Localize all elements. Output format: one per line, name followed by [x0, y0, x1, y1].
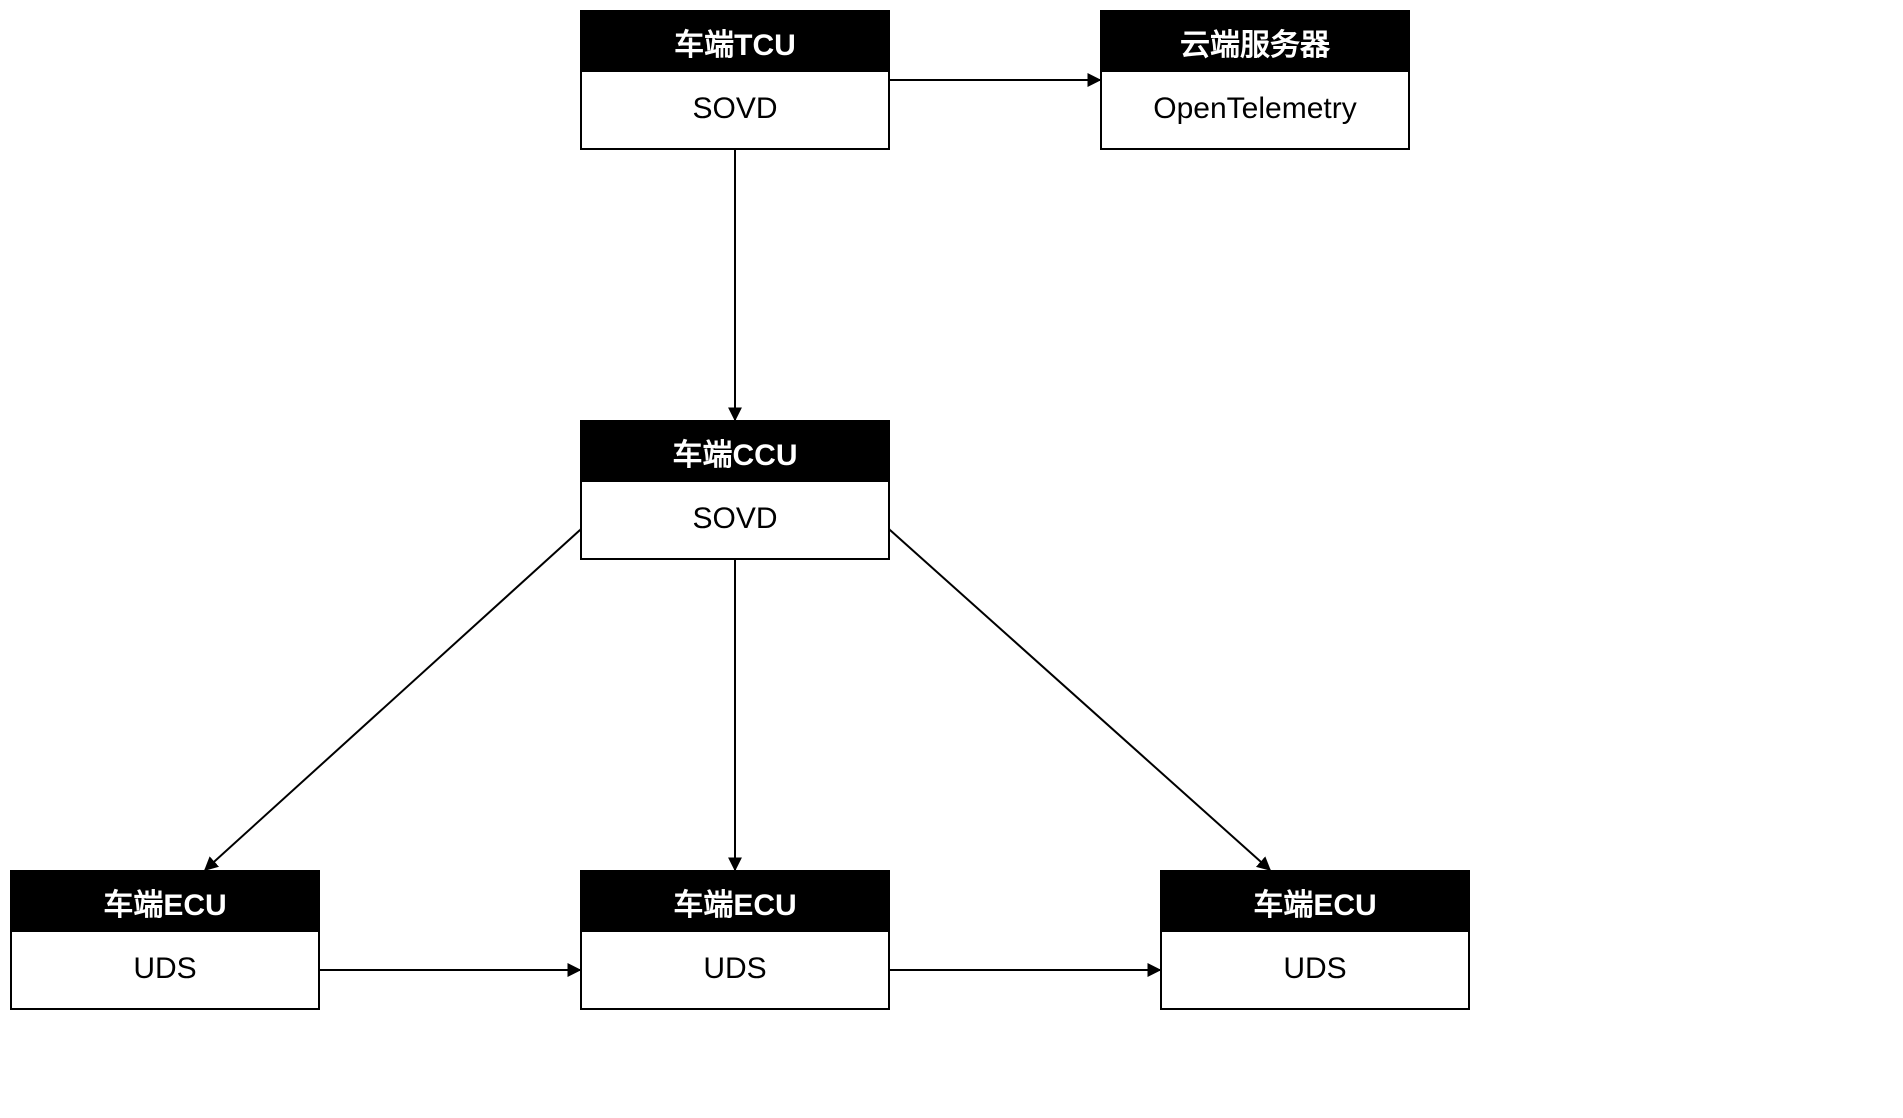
node-body: UDS: [1162, 932, 1468, 1006]
node-ecu3: 车端ECUUDS: [1160, 870, 1470, 1010]
node-cloud: 云端服务器OpenTelemetry: [1100, 10, 1410, 150]
node-header: 车端TCU: [582, 12, 888, 72]
node-body: UDS: [582, 932, 888, 1006]
node-header: 车端ECU: [12, 872, 318, 932]
node-ccu: 车端CCUSOVD: [580, 420, 890, 560]
node-tcu: 车端TCUSOVD: [580, 10, 890, 150]
node-body: UDS: [12, 932, 318, 1006]
node-header: 车端CCU: [582, 422, 888, 482]
node-body: OpenTelemetry: [1102, 72, 1408, 146]
node-ecu1: 车端ECUUDS: [10, 870, 320, 1010]
node-ecu2: 车端ECUUDS: [580, 870, 890, 1010]
node-body: SOVD: [582, 482, 888, 556]
node-header: 云端服务器: [1102, 12, 1408, 72]
node-header: 车端ECU: [582, 872, 888, 932]
edge: [205, 530, 580, 870]
edge: [890, 530, 1270, 870]
node-body: SOVD: [582, 72, 888, 146]
node-header: 车端ECU: [1162, 872, 1468, 932]
